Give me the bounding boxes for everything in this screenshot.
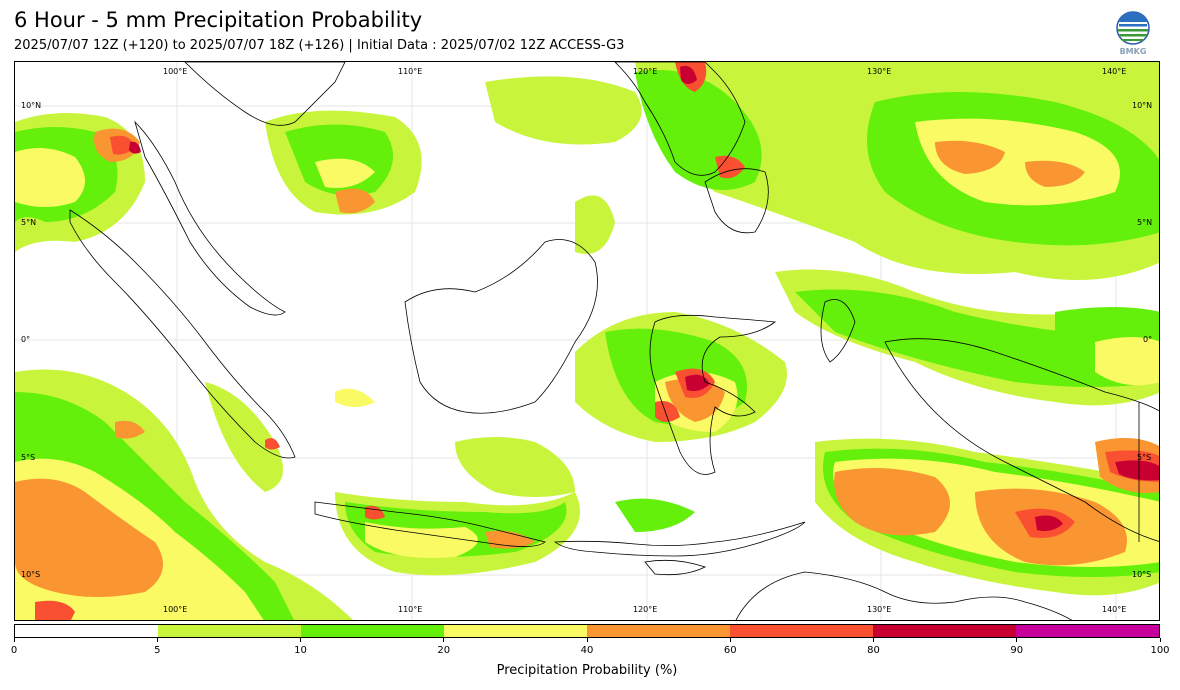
lat-label-left: 5°N	[21, 218, 37, 227]
colorbar-tick-label: 5	[154, 645, 161, 656]
colorbar-bin	[15, 625, 158, 637]
colorbar-tick	[873, 638, 874, 642]
lat-label-left: 5°S	[21, 453, 36, 462]
lat-label-right: 5°S	[1137, 453, 1152, 462]
lon-label-top: 110°E	[398, 67, 423, 76]
colorbar-tick	[156, 638, 158, 642]
lon-label-bottom: 130°E	[867, 605, 892, 614]
colorbar-tick-label: 100	[1150, 645, 1170, 656]
bmkg-logo: BMKG	[1114, 10, 1152, 56]
colorbar-tick	[1159, 638, 1161, 642]
lat-label-right: 5°N	[1137, 218, 1153, 227]
lon-label-top: 120°E	[633, 67, 658, 76]
colorbar-tick-label: 0	[10, 645, 18, 656]
colorbar-tick	[13, 638, 15, 642]
colorbar-label: Precipitation Probability (%)	[496, 663, 678, 678]
colorbar-bin	[873, 625, 1016, 637]
colorbar-tick	[443, 638, 445, 642]
lat-label-left: 10°N	[21, 101, 42, 110]
lon-label-top: 100°E	[163, 67, 188, 76]
lat-label-right: 0°	[1143, 335, 1153, 344]
colorbar-bin	[1016, 625, 1159, 637]
colorbar-bin	[587, 625, 730, 637]
colorbar-tick-label: 10	[294, 645, 307, 656]
colorbar-tick	[586, 638, 588, 642]
colorbar-tick-label: 80	[867, 645, 880, 656]
lon-label-bottom: 120°E	[633, 605, 658, 614]
lon-label-bottom: 140°E	[1102, 605, 1127, 614]
colorbar-bin	[301, 625, 444, 637]
chart-subtitle: 2025/07/07 12Z (+120) to 2025/07/07 18Z …	[14, 38, 625, 53]
colorbar-tick	[729, 638, 731, 642]
chart-title: 6 Hour - 5 mm Precipitation Probability	[14, 8, 423, 32]
colorbar-tick-label: 40	[580, 645, 594, 656]
colorbar-bin	[730, 625, 873, 637]
lat-label-right: 10°N	[1132, 101, 1153, 110]
colorbar-tick-label: 20	[437, 645, 451, 656]
lon-label-bottom: 100°E	[163, 605, 188, 614]
colorbar-tick-label: 60	[723, 645, 737, 656]
colorbar	[14, 624, 1160, 638]
coastlines	[69, 62, 1159, 620]
colorbar-bin	[444, 625, 587, 637]
lat-label-left: 0°	[21, 335, 31, 344]
precipitation-map: 100°E 110°E 120°E 130°E 140°E 100°E 110°…	[14, 61, 1160, 621]
map-field	[15, 62, 1159, 620]
colorbar-tick	[300, 638, 301, 642]
lon-label-top: 140°E	[1102, 67, 1127, 76]
lat-label-right: 10°S	[1132, 570, 1152, 579]
colorbar-bin	[158, 625, 301, 637]
lon-label-bottom: 110°E	[398, 605, 423, 614]
colorbar-tick	[1016, 638, 1018, 642]
lat-label-left: 10°S	[21, 570, 41, 579]
colorbar-tick-label: 90	[1010, 645, 1024, 656]
lon-label-top: 130°E	[867, 67, 892, 76]
logo-text: BMKG	[1120, 47, 1147, 56]
